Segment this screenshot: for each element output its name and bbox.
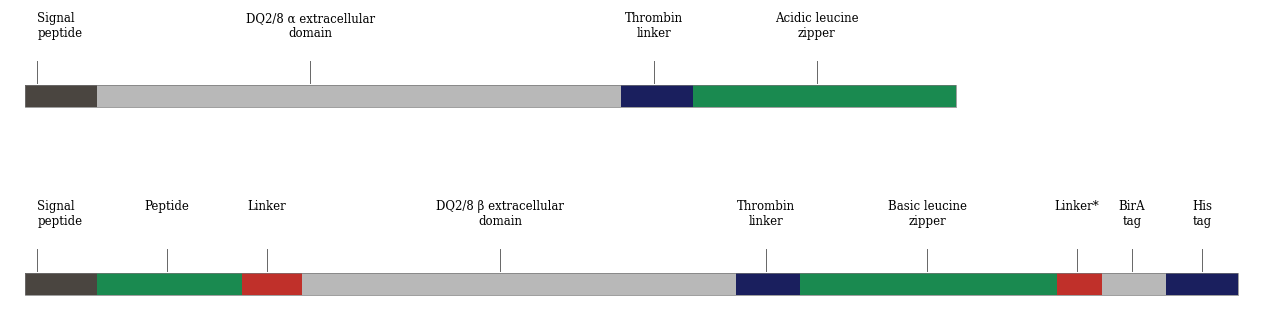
Bar — [693, 85, 956, 107]
Text: Signal
peptide: Signal peptide — [38, 200, 82, 228]
Bar — [1057, 273, 1101, 295]
Text: Thrombin
linker: Thrombin linker — [625, 12, 684, 40]
Text: DQ2/8 α extracellular
domain: DQ2/8 α extracellular domain — [246, 12, 375, 40]
Bar — [1101, 273, 1166, 295]
Text: Basic leucine
zipper: Basic leucine zipper — [887, 200, 966, 228]
Text: BirA
tag: BirA tag — [1118, 200, 1144, 228]
Text: Acidic leucine
zipper: Acidic leucine zipper — [775, 12, 858, 40]
Bar — [800, 273, 1057, 295]
Text: Peptide: Peptide — [144, 200, 189, 213]
Text: Thrombin
linker: Thrombin linker — [737, 200, 795, 228]
Bar — [25, 85, 956, 107]
Bar — [97, 85, 620, 107]
Bar — [97, 273, 242, 295]
Bar — [242, 273, 301, 295]
Text: Linker*: Linker* — [1055, 200, 1100, 213]
Text: DQ2/8 β extracellular
domain: DQ2/8 β extracellular domain — [437, 200, 565, 228]
Text: Linker: Linker — [248, 200, 286, 213]
Bar — [25, 85, 97, 107]
Bar — [1166, 273, 1238, 295]
Bar — [25, 273, 97, 295]
Bar — [620, 85, 693, 107]
Bar — [25, 273, 1238, 295]
Text: His
tag: His tag — [1193, 200, 1213, 228]
Text: Signal
peptide: Signal peptide — [38, 12, 82, 40]
Bar — [301, 273, 736, 295]
Bar — [736, 273, 800, 295]
